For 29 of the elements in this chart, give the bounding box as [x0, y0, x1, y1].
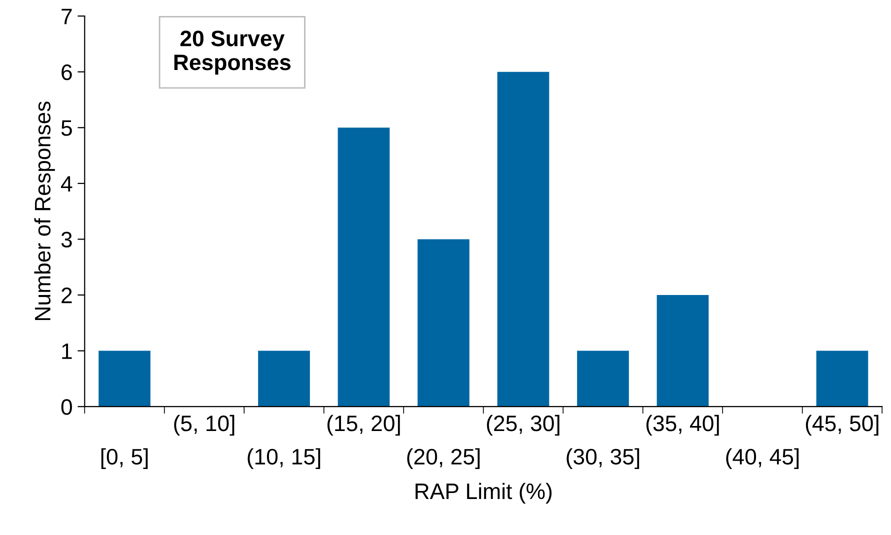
- bar: [258, 350, 310, 407]
- bar: [98, 350, 150, 407]
- x-tick-label: (40, 45]: [726, 448, 799, 469]
- x-axis-title: RAP Limit (%): [416, 482, 552, 504]
- x-tick-label: (35, 40]: [646, 414, 719, 436]
- y-tick-label: 6: [62, 64, 72, 80]
- y-tick-label: 3: [61, 232, 72, 248]
- bar: [577, 350, 629, 407]
- annotation: 20 Survey Responses: [174, 30, 291, 75]
- y-tick-label: 7: [62, 8, 72, 24]
- bar: [497, 72, 550, 407]
- y-axis-title: Number of Responses: [34, 102, 55, 320]
- bar: [656, 295, 709, 407]
- x-tick-label: [0, 5]: [101, 448, 148, 469]
- x-tick-label: (15, 20]: [327, 414, 400, 436]
- bar: [418, 239, 470, 407]
- y-tick-label: 0: [61, 399, 72, 415]
- bar: [816, 350, 868, 407]
- x-tick-label: (45, 50]: [806, 414, 878, 436]
- y-tick-label: 4: [60, 176, 72, 192]
- x-tick-label: (25, 30]: [486, 414, 560, 436]
- x-tick-label: (30, 35]: [566, 448, 640, 469]
- y-tick-label: 5: [61, 120, 72, 136]
- x-tick-label: (20, 25]: [407, 448, 480, 469]
- y-tick-label: 1: [62, 344, 72, 359]
- x-tick-label: (5, 10]: [174, 414, 234, 436]
- x-tick-label: (10, 15]: [248, 448, 320, 469]
- y-tick-label: 2: [62, 288, 72, 304]
- bar: [338, 128, 390, 407]
